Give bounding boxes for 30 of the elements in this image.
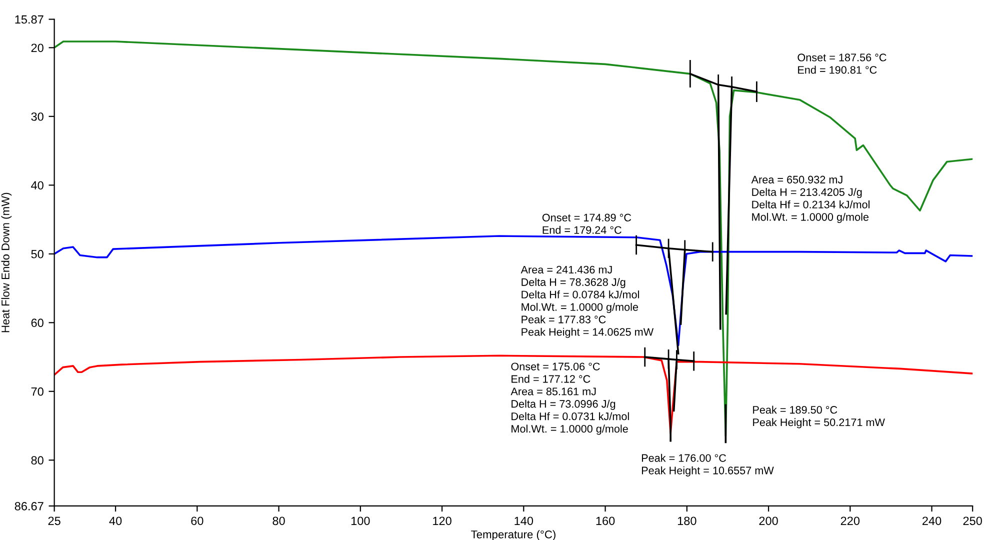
x-tick-label: 60: [191, 516, 204, 526]
y-tick-label: 15.87: [15, 15, 44, 24]
annotation: Area = 241.436 mJ Delta H = 78.3628 J/g Delta Hf = 0.0784 kJ/mol Mol.Wt. = 1.0000 g/mole Peak = 177.83 °C Peak Height = 14.0625 mW: [520, 266, 654, 338]
x-tick-label: 40: [109, 516, 122, 526]
x-tick-label: 120: [433, 516, 452, 526]
x-tick-label: 180: [678, 516, 696, 526]
x-tick-label: 80: [272, 516, 285, 526]
y-tick-label: 50: [31, 250, 44, 258]
x-tick-label: 250: [963, 516, 982, 526]
y-axis-title: Heat Flow Endo Down (mW): [1, 192, 12, 332]
y-tick-label: 70: [31, 387, 44, 396]
x-tick-label: 200: [759, 516, 778, 526]
x-tick-label: 100: [351, 516, 370, 526]
annotation: Area = 650.932 mJ Delta H = 213.4205 J/g Delta Hf = 0.2134 kJ/mol Mol.Wt. = 1.0000 g/mole: [751, 176, 870, 223]
annotation: Onset = 187.56 °C End = 190.81 °C: [798, 54, 886, 74]
y-tick-label: 30: [31, 112, 44, 121]
x-tick-label: 140: [514, 516, 534, 526]
annotation: Peak = 176.00 °C Peak Height = 10.6557 mW: [642, 454, 774, 476]
x-tick-label: 220: [840, 516, 860, 526]
y-tick-label: 60: [31, 318, 44, 328]
y-tick-label: 40: [31, 181, 44, 190]
x-tick-label: 240: [922, 516, 942, 526]
y-tick-label: 20: [31, 44, 44, 52]
annotation: Peak = 189.50 °C Peak Height = 50.2171 mW: [753, 406, 885, 428]
x-tick-label: 160: [596, 516, 615, 526]
annotation: Onset = 174.89 °C End = 179.24 °C: [542, 214, 632, 234]
x-tick-label: 25: [48, 516, 60, 526]
y-tick-label: 86.67: [14, 502, 44, 510]
y-tick-label: 80: [31, 456, 44, 465]
annotation: Onset = 175.06 °C End = 177.12 °C Area = 85.161 mJ Delta H = 73.0996 J/g Delta Hf = 0.0731 kJ/mol Mol.Wt. = 1.0000 g/mole: [510, 362, 629, 435]
